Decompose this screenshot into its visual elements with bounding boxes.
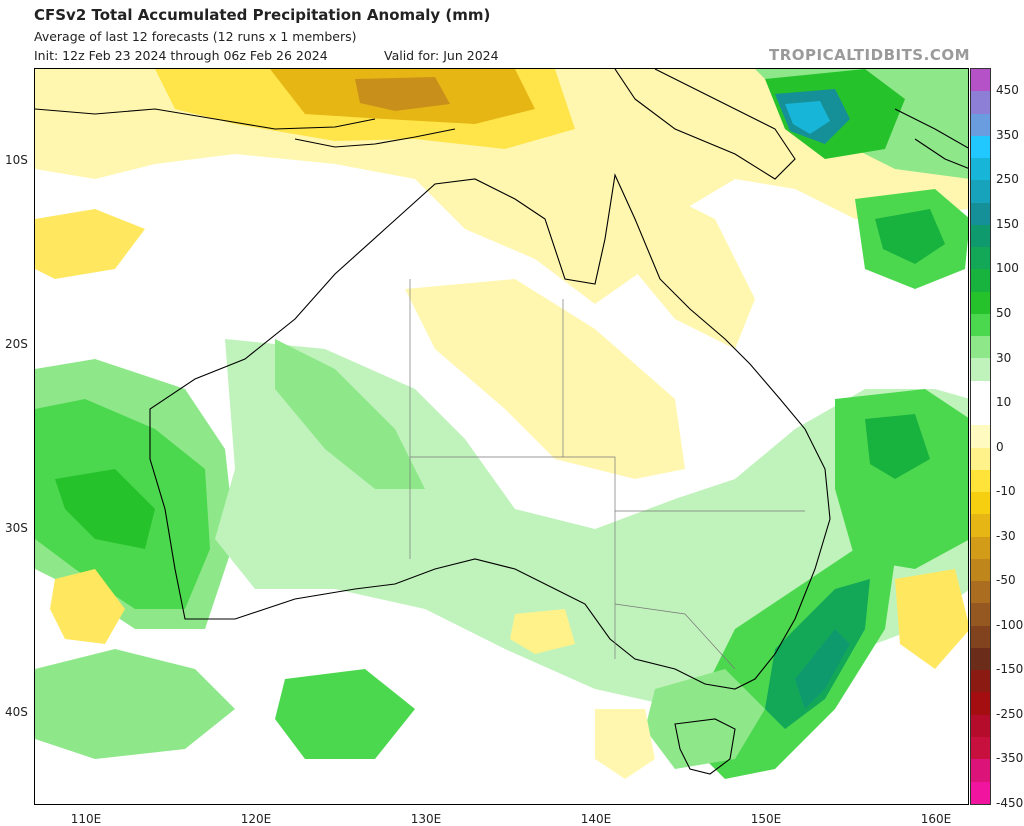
colorbar-swatch bbox=[971, 113, 990, 136]
lat-label-30s: 30S bbox=[5, 521, 28, 535]
colorbar-swatch bbox=[971, 291, 990, 314]
lon-label-120e: 120E bbox=[240, 812, 272, 826]
colorbar-swatch bbox=[971, 492, 990, 515]
lon-label-130e: 130E bbox=[410, 812, 442, 826]
colorbar-label: -10 bbox=[996, 484, 1016, 499]
colorbar-swatch bbox=[971, 692, 990, 715]
valid-text: Valid for: Jun 2024 bbox=[384, 48, 499, 63]
colorbar-swatch bbox=[971, 247, 990, 270]
colorbar-swatch bbox=[971, 781, 990, 804]
colorbar-swatch bbox=[971, 670, 990, 693]
colorbar-swatch bbox=[971, 603, 990, 626]
colorbar-label: -50 bbox=[996, 573, 1016, 588]
colorbar-swatch bbox=[971, 336, 990, 359]
colorbar-swatch bbox=[971, 135, 990, 159]
lon-label-150e: 150E bbox=[750, 812, 782, 826]
anomaly-shading bbox=[35, 69, 968, 779]
colorbar-swatch bbox=[971, 647, 990, 671]
colorbar-swatch bbox=[971, 425, 990, 448]
precip-anomaly-map bbox=[34, 68, 969, 805]
coastlines bbox=[35, 69, 968, 775]
lat-label-20s: 20S bbox=[5, 337, 28, 351]
map-subtitle: Average of last 12 forecasts (12 runs x … bbox=[34, 29, 357, 44]
colorbar-label: -30 bbox=[996, 528, 1016, 543]
colorbar-swatch bbox=[971, 469, 990, 493]
colorbar-swatch bbox=[971, 158, 990, 181]
colorbar-swatch bbox=[971, 558, 990, 582]
colorbar-swatch bbox=[971, 180, 990, 203]
colorbar-swatch bbox=[971, 581, 990, 604]
colorbar-label: 250 bbox=[996, 172, 1019, 187]
lon-label-160e: 160E bbox=[920, 812, 952, 826]
colorbar-label: 100 bbox=[996, 261, 1019, 276]
colorbar-swatch bbox=[971, 536, 990, 559]
colorbar-swatch bbox=[971, 358, 990, 381]
colorbar-label: 450 bbox=[996, 83, 1019, 98]
map-canvas bbox=[35, 69, 968, 804]
colorbar-swatch bbox=[971, 759, 990, 782]
colorbar-label: 0 bbox=[996, 439, 1004, 454]
colorbar-label: 10 bbox=[996, 395, 1012, 410]
colorbar-swatch bbox=[971, 514, 990, 537]
colorbar-swatch bbox=[971, 224, 990, 248]
colorbar-swatch bbox=[971, 269, 990, 292]
colorbar-swatch bbox=[971, 91, 990, 114]
colorbar-swatch bbox=[971, 447, 990, 470]
colorbar-label: -250 bbox=[996, 706, 1024, 721]
colorbar-label: 150 bbox=[996, 216, 1019, 231]
colorbar-swatch bbox=[971, 736, 990, 760]
colorbar-swatch bbox=[971, 714, 990, 737]
colorbar-label: 50 bbox=[996, 306, 1012, 320]
colorbar-label: 350 bbox=[996, 127, 1019, 142]
lat-label-40s: 40S bbox=[5, 705, 28, 719]
colorbar-label: -150 bbox=[996, 662, 1024, 677]
colorbar-swatch bbox=[971, 380, 990, 403]
colorbar-swatch bbox=[971, 69, 990, 92]
map-title: CFSv2 Total Accumulated Precipitation An… bbox=[34, 6, 491, 24]
colorbar-swatch bbox=[971, 313, 990, 337]
init-text: Init: 12z Feb 23 2024 through 06z Feb 26… bbox=[34, 48, 328, 63]
brand-watermark: TROPICALTIDBITS.COM bbox=[769, 46, 970, 64]
lat-label-10s: 10S bbox=[5, 153, 28, 167]
colorbar-swatch bbox=[971, 625, 990, 648]
lon-label-110e: 110E bbox=[70, 812, 102, 826]
colorbar-label: -350 bbox=[996, 751, 1024, 766]
colorbar bbox=[970, 68, 991, 805]
colorbar-swatch bbox=[971, 202, 990, 225]
colorbar-label: -100 bbox=[996, 617, 1024, 632]
colorbar-swatch bbox=[971, 402, 990, 426]
lon-label-140e: 140E bbox=[580, 812, 612, 826]
colorbar-label: 30 bbox=[996, 350, 1012, 365]
colorbar-label: -450 bbox=[996, 796, 1024, 810]
